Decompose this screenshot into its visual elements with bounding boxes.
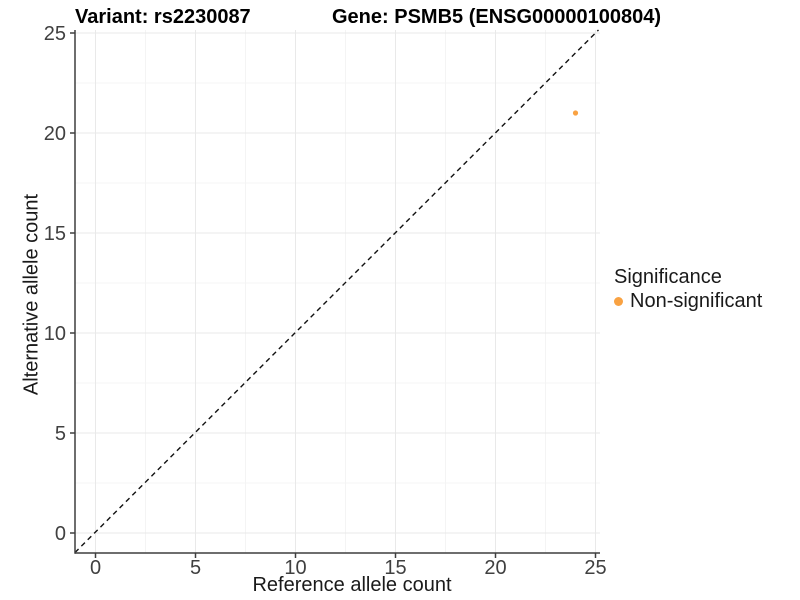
- y-tick-label: 25: [44, 23, 66, 45]
- legend-entry: Non-significant: [614, 290, 762, 312]
- legend-point-icon: [614, 296, 623, 306]
- x-axis-title: Reference allele count: [252, 574, 452, 596]
- x-tick-label: 10: [284, 557, 306, 579]
- legend-entry-label: Non-significant: [630, 290, 763, 312]
- y-axis-title: Alternative allele count: [20, 193, 43, 396]
- x-tick-label: 5: [190, 557, 201, 579]
- plot-title-gene: Gene: PSMB5 (ENSG00000100804): [332, 6, 662, 28]
- x-tick-label: 25: [584, 557, 606, 579]
- x-tick-label: 0: [90, 557, 101, 579]
- y-tick-label: 0: [55, 523, 66, 545]
- y-tick-label: 20: [44, 123, 66, 145]
- legend-title: Significance: [614, 266, 722, 288]
- y-tick-label: 5: [55, 423, 66, 445]
- y-tick-label: 10: [44, 323, 66, 345]
- y-tick-label: 15: [44, 223, 66, 245]
- x-tick-label: 20: [484, 557, 506, 579]
- legend: Significance Non-significant: [614, 266, 762, 312]
- identity-line: [74, 29, 599, 553]
- x-tick-label: 15: [384, 557, 406, 579]
- plot-title-variant: Variant: rs2230087: [75, 6, 251, 28]
- data-point: [572, 110, 579, 116]
